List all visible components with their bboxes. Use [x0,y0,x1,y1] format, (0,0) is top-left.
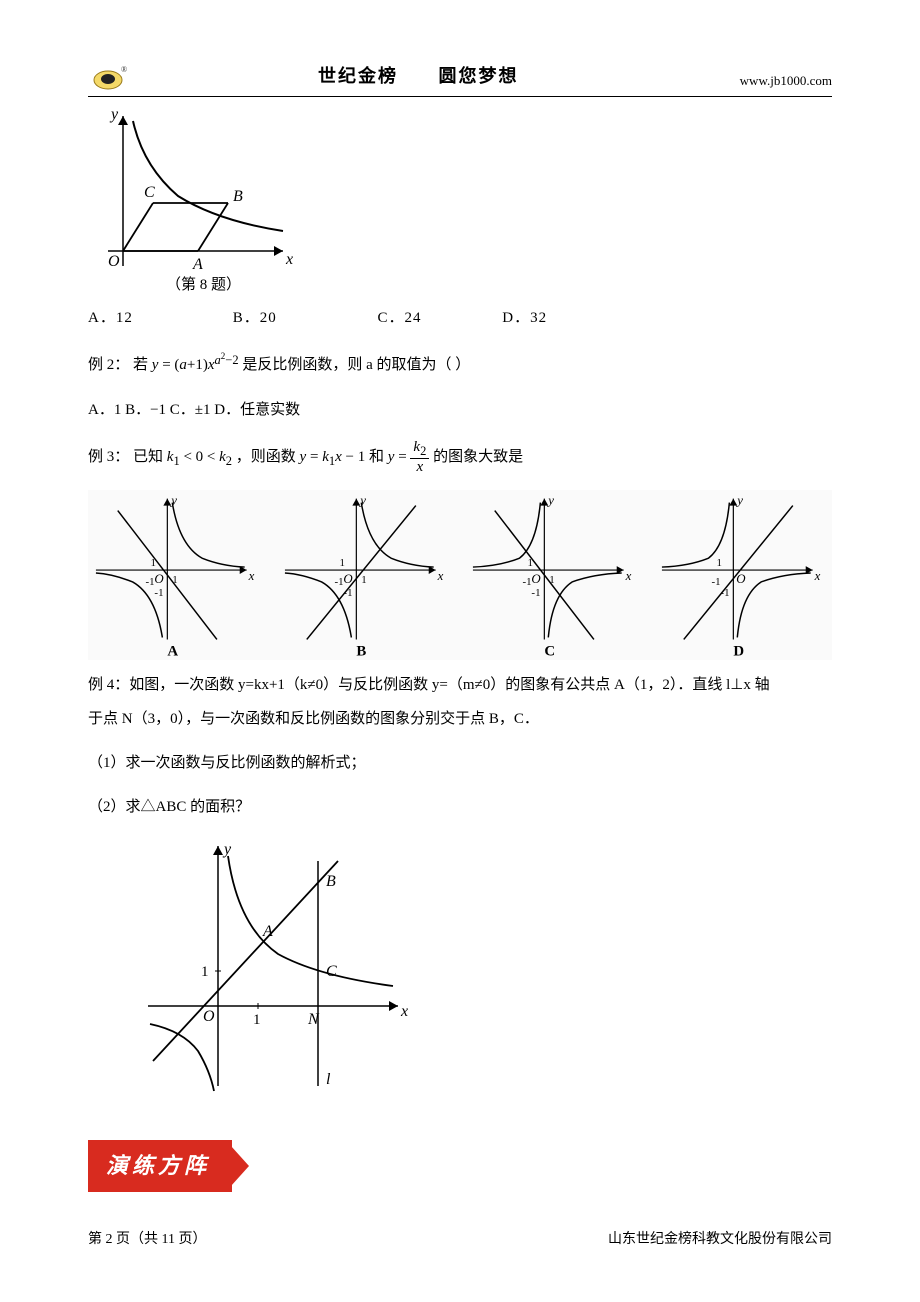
footer-page: 第 2 页（共 11 页） [88,1227,206,1252]
svg-text:D: D [733,643,744,659]
figure-q8: y x O A B C （第 8 题） [88,111,832,301]
logo-icon: ® [88,64,128,92]
ex3-prefix: 例 3： 已知 [88,449,163,465]
ex4-line2: 于点 N（3，0），与一次函数和反比例函数的图象分别交于点 B，C． [88,704,832,734]
fig1-O-label: O [108,253,120,270]
svg-text:y: y [358,493,366,507]
ex3-panel-b: y x O 1 1 -1 -1 B [277,490,456,660]
svg-text:1: 1 [253,1012,261,1028]
svg-text:l: l [326,1071,331,1088]
svg-text:1: 1 [527,557,532,569]
example-2: 例 2： 若 y = (a+1)xa2−2 是反比例函数，则 a 的取值为（ ） [88,346,832,380]
svg-text:y: y [222,841,232,858]
ex4-q1: （1）求一次函数与反比例函数的解析式； [88,748,832,778]
ex4-q2: （2）求△ABC 的面积？ [88,792,832,822]
svg-text:1: 1 [201,964,209,980]
svg-text:x: x [625,569,632,583]
ex4-line1: 例 4：如图，一次函数 y=kx+1（k≠0）与反比例函数 y=（m≠0）的图象… [88,670,832,700]
fig1-y-label: y [109,111,119,123]
footer-company: 山东世纪金榜科教文化股份有限公司 [608,1227,832,1252]
svg-text:-1: -1 [334,576,343,588]
svg-text:1: 1 [361,574,366,586]
ex3-suffix: 的图象大致是 [433,449,523,465]
svg-text:-1: -1 [343,587,352,599]
svg-text:A: A [262,923,273,940]
svg-text:O: O [736,572,745,586]
svg-text:1: 1 [172,574,177,586]
svg-text:-1: -1 [154,587,163,599]
svg-text:x: x [436,569,443,583]
ex2-prefix: 例 2： 若 [88,358,152,374]
ex3-panel-c: y x O 1 1 -1 -1 C [465,490,644,660]
svg-text:1: 1 [150,557,155,569]
header-url: www.jb1000.com [740,69,832,92]
ex2-options: A．1 B．−1 C．±1 D．任意实数 [88,395,832,425]
svg-text:1: 1 [549,574,554,586]
q1-opt-a: A．12 [88,305,228,332]
fig1-caption: （第 8 题） [166,275,241,291]
svg-text:O: O [154,572,163,586]
ex4-figure: y x O 1 1 A B C N l [138,836,832,1106]
svg-text:-1: -1 [720,587,729,599]
fig1-C-label: C [144,184,155,201]
svg-text:B: B [326,873,336,890]
header-title-left: 世纪金榜 [318,66,398,86]
svg-text:N: N [307,1011,320,1028]
svg-text:C: C [326,963,337,980]
svg-text:C: C [544,643,555,659]
svg-text:x: x [813,569,820,583]
q1-opt-c: C．24 [378,305,498,332]
ex3-panel-d: y x O 1 -1 -1 D [654,490,833,660]
svg-text:y: y [546,493,554,507]
svg-text:x: x [248,569,255,583]
page-footer: 第 2 页（共 11 页） 山东世纪金榜科教文化股份有限公司 [88,1227,832,1252]
fig1-B-label: B [233,188,243,205]
q1-opt-d: D．32 [502,305,547,332]
ex3-panel-a: y x O 1 1 -1 -1 A [88,490,267,660]
header-title-right: 圆您梦想 [439,66,519,86]
section-banner: 演练方阵 [88,1140,249,1192]
svg-text:B: B [356,643,366,659]
svg-text:®: ® [121,65,127,74]
svg-text:O: O [531,572,540,586]
example-3: 例 3： 已知 k1 < 0 < k2 ，则函数 y = k1x − 1 和 y… [88,439,832,476]
ex2-expr: y [152,358,159,374]
svg-text:1: 1 [339,557,344,569]
q1-opt-b: B．20 [233,305,373,332]
svg-text:-1: -1 [531,587,540,599]
fig1-x-label: x [285,251,293,268]
svg-text:O: O [203,1008,215,1025]
ex3-mid2: 和 [369,449,388,465]
svg-text:1: 1 [716,557,721,569]
ex2-suffix: 是反比例函数，则 a 的取值为（ ） [242,358,470,374]
svg-text:-1: -1 [523,576,532,588]
svg-text:y: y [169,493,177,507]
banner-text: 演练方阵 [88,1140,232,1192]
banner-arrow-icon [231,1146,249,1186]
page-header: ® 世纪金榜 圆您梦想 www.jb1000.com [88,60,832,97]
fig1-A-label: A [192,256,203,273]
q1-options: A．12 B．20 C．24 D．32 [88,305,832,332]
ex3-figure-row: y x O 1 1 -1 -1 A y x O 1 1 -1 -1 B [88,490,832,660]
svg-text:-1: -1 [711,576,720,588]
svg-text:x: x [400,1003,408,1020]
svg-text:A: A [167,643,178,659]
header-title: 世纪金榜 圆您梦想 [318,60,740,92]
ex3-mid1: ，则函数 [236,449,300,465]
svg-text:-1: -1 [146,576,155,588]
svg-text:y: y [735,493,743,507]
svg-text:O: O [343,572,352,586]
